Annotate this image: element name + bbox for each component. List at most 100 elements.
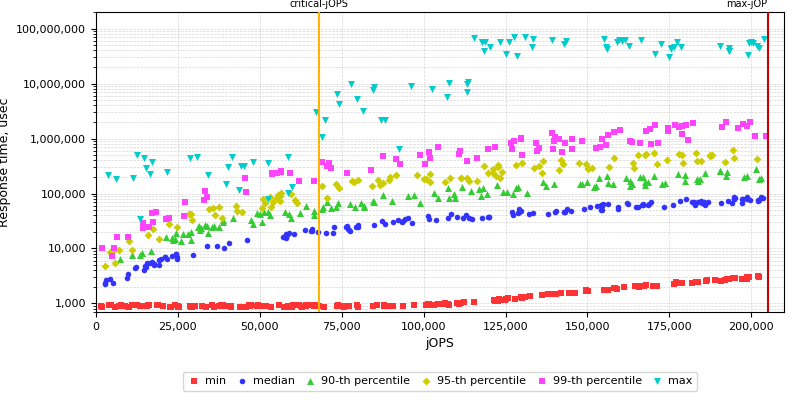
max (559, 38, 572, 44)
min (331, 302, 344, 308)
95-th percentile (750, 156, 763, 163)
max (143, 171, 156, 177)
95-th percentile (215, 215, 228, 222)
median (342, 226, 354, 232)
99-th percentile (556, 149, 569, 155)
max (261, 196, 274, 202)
min (309, 303, 322, 310)
90-th percentile (442, 185, 454, 192)
95-th percentile (289, 196, 302, 203)
99-th percentile (549, 135, 562, 142)
90-th percentile (481, 190, 494, 197)
median (445, 211, 458, 217)
min (342, 302, 355, 309)
max (286, 184, 298, 190)
99-th percentile (682, 137, 694, 143)
min (629, 283, 642, 289)
max (375, 117, 388, 123)
90-th percentile (575, 181, 588, 187)
95-th percentile (264, 194, 277, 200)
median (422, 213, 434, 220)
min (306, 302, 319, 308)
max (613, 37, 626, 43)
99-th percentile (390, 156, 402, 162)
median (298, 227, 311, 233)
max (722, 48, 735, 54)
90-th percentile (634, 174, 646, 180)
min (602, 286, 614, 293)
99-th percentile (146, 218, 159, 225)
median (549, 209, 562, 215)
median (512, 210, 525, 216)
median (735, 196, 748, 203)
median (522, 211, 535, 217)
min (686, 280, 698, 286)
min (244, 303, 257, 310)
90-th percentile (720, 172, 733, 179)
min (141, 302, 154, 309)
min (141, 303, 154, 310)
min (453, 301, 466, 307)
median (578, 206, 590, 212)
90-th percentile (307, 212, 320, 219)
99-th percentile (394, 160, 406, 167)
99-th percentile (137, 224, 150, 231)
95-th percentile (704, 152, 717, 158)
min (96, 304, 109, 310)
max (722, 44, 735, 51)
99-th percentile (649, 122, 662, 129)
95-th percentile (494, 174, 506, 181)
min (265, 304, 278, 310)
95-th percentile (537, 158, 550, 164)
median (288, 231, 301, 237)
max (610, 39, 623, 45)
90-th percentile (626, 181, 638, 187)
95-th percentile (109, 259, 122, 266)
95-th percentile (256, 205, 269, 212)
90-th percentile (262, 208, 274, 215)
min (260, 303, 273, 309)
90-th percentile (185, 229, 198, 235)
min (649, 283, 662, 289)
90-th percentile (194, 225, 207, 231)
min (439, 300, 452, 306)
min (302, 302, 314, 308)
min (286, 302, 299, 308)
99-th percentile (634, 140, 646, 146)
90-th percentile (354, 200, 367, 206)
99-th percentile (516, 151, 529, 158)
min (579, 287, 592, 293)
99-th percentile (595, 136, 608, 142)
90-th percentile (637, 174, 650, 180)
90-th percentile (638, 179, 651, 186)
median (565, 208, 578, 214)
min (699, 278, 712, 284)
95-th percentile (673, 151, 686, 158)
99-th percentile (675, 122, 688, 129)
99-th percentile (111, 234, 124, 240)
99-th percentile (423, 149, 436, 155)
max (440, 93, 453, 100)
max (601, 46, 614, 52)
median (686, 198, 698, 205)
90-th percentile (216, 219, 229, 226)
95-th percentile (112, 247, 125, 253)
min (609, 285, 622, 291)
90-th percentile (548, 181, 561, 188)
90-th percentile (317, 204, 330, 210)
90-th percentile (332, 200, 345, 206)
95-th percentile (528, 165, 541, 172)
min (554, 290, 567, 296)
95-th percentile (423, 171, 436, 178)
95-th percentile (267, 199, 280, 205)
95-th percentile (704, 152, 717, 159)
99-th percentile (530, 140, 542, 146)
90-th percentile (521, 190, 534, 196)
min (736, 276, 749, 282)
median (602, 200, 614, 207)
median (722, 198, 735, 204)
95-th percentile (271, 191, 284, 198)
median (171, 254, 184, 260)
min (630, 283, 642, 290)
max (742, 52, 754, 58)
